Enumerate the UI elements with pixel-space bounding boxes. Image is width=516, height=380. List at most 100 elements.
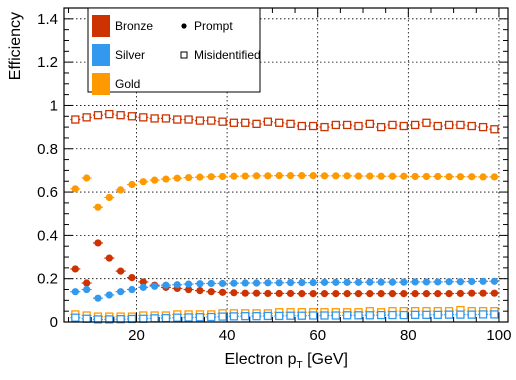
bronze-prompt-point: [117, 267, 125, 275]
gold-prompt-point: [377, 172, 385, 180]
bronze-misidentified-point: [127, 112, 137, 121]
bronze-misidentified-point: [478, 122, 488, 132]
y-tick-label: 0.6: [37, 184, 58, 201]
silver-misidentified-point: [82, 314, 91, 323]
legend-label-prompt: Prompt: [194, 19, 233, 33]
bronze-misidentified-point: [275, 118, 284, 127]
bronze-misidentified-point: [343, 120, 352, 130]
silver-prompt-point: [275, 279, 283, 287]
gold-prompt-point: [320, 172, 329, 180]
bronze-prompt-point: [128, 274, 136, 282]
bronze-prompt-point: [207, 288, 215, 296]
gold-prompt-point: [117, 186, 125, 194]
silver-prompt-point: [264, 279, 272, 287]
gold-prompt-point: [343, 172, 351, 180]
silver-prompt-point: [332, 278, 340, 286]
gold-prompt-point: [286, 172, 295, 180]
bronze-misidentified-point: [207, 116, 216, 125]
silver-misidentified-point: [309, 311, 318, 320]
silver-misidentified-point: [410, 310, 420, 320]
silver-prompt-point: [128, 285, 136, 294]
silver-prompt-point: [196, 280, 204, 288]
legend-label-bronze: Bronze: [115, 19, 153, 33]
bronze-prompt-point: [332, 290, 340, 298]
legend-swatch-bronze: [92, 15, 110, 37]
x-axis-title-subscript: T: [297, 360, 303, 371]
silver-prompt-point: [230, 279, 238, 287]
bronze-misidentified-point: [422, 118, 431, 127]
bronze-misidentified-point: [116, 111, 125, 120]
bronze-misidentified-point: [320, 122, 329, 132]
bronze-prompt-point: [264, 289, 272, 298]
silver-misidentified-point: [297, 311, 307, 320]
bronze-prompt-point: [298, 290, 306, 298]
silver-misidentified-point: [139, 314, 148, 323]
legend-label-gold: Gold: [115, 77, 140, 91]
bronze-misidentified-point: [467, 121, 476, 131]
silver-prompt-point: [479, 277, 487, 285]
gold-prompt-point: [400, 172, 408, 180]
gold-prompt-point: [83, 174, 91, 182]
gold-prompt-point: [207, 173, 215, 181]
silver-misidentified-point: [207, 312, 216, 322]
silver-prompt-point: [218, 279, 227, 288]
x-tick-label: 40: [219, 327, 236, 344]
bronze-misidentified-point: [93, 111, 103, 120]
gold-prompt-point: [422, 172, 431, 181]
bronze-prompt-point: [286, 289, 295, 298]
bronze-misidentified-point: [241, 118, 250, 127]
gold-prompt-point: [264, 172, 272, 180]
gold-prompt-point: [105, 193, 113, 202]
bronze-prompt-point: [105, 254, 113, 262]
silver-misidentified-point: [490, 310, 499, 319]
silver-misidentified-point: [263, 311, 273, 321]
legend: Bronze Silver Gold Prompt Misidentified: [87, 7, 261, 95]
bronze-misidentified-point: [354, 121, 363, 131]
bronze-misidentified-point: [388, 120, 397, 130]
bronze-misidentified-point: [150, 114, 159, 123]
gold-prompt-point: [71, 185, 79, 193]
gold-prompt-point: [479, 173, 487, 181]
silver-prompt-point: [388, 278, 397, 286]
bronze-prompt-point: [275, 289, 283, 298]
legend-label-misidentified: Misidentified: [194, 48, 261, 62]
bronze-prompt-point: [468, 289, 476, 297]
silver-prompt-point: [422, 278, 431, 286]
silver-prompt-point: [490, 277, 499, 285]
silver-misidentified-point: [184, 313, 193, 322]
gold-prompt-point: [354, 172, 363, 180]
bronze-misidentified-point: [173, 115, 182, 124]
gold-prompt-point: [366, 172, 374, 180]
gold-prompt-point: [196, 173, 204, 181]
bronze-prompt-point: [354, 290, 363, 298]
x-tick-label: 60: [309, 327, 326, 344]
silver-misidentified-point: [444, 310, 454, 319]
bronze-misidentified-point: [399, 121, 408, 131]
silver-misidentified-point: [354, 311, 363, 320]
plot-frame: [63, 7, 509, 323]
silver-misidentified-point: [150, 314, 159, 323]
silver-misidentified-point: [241, 312, 250, 321]
gold-prompt-point: [241, 172, 249, 180]
silver-misidentified-point: [388, 310, 397, 320]
gold-prompt-point: [411, 172, 419, 181]
silver-prompt-point: [94, 294, 102, 302]
silver-misidentified-point: [365, 311, 374, 320]
bronze-prompt-point: [400, 290, 408, 298]
silver-prompt-point: [456, 278, 465, 286]
bronze-prompt-point: [139, 278, 147, 286]
bronze-misidentified-point: [297, 121, 307, 131]
silver-misidentified-point: [376, 310, 386, 320]
silver-misidentified-point: [331, 311, 340, 320]
silver-prompt-point: [241, 279, 249, 287]
gold-prompt-point: [456, 173, 465, 181]
gold-prompt-point: [468, 173, 476, 181]
silver-misidentified-point: [116, 315, 125, 324]
bronze-prompt-point: [241, 289, 249, 297]
legend-box: [87, 7, 261, 93]
bronze-misidentified-point: [195, 116, 205, 125]
legend-label-silver: Silver: [115, 48, 145, 62]
y-tick-label: 1: [50, 97, 58, 114]
silver-misidentified-point: [195, 313, 205, 322]
